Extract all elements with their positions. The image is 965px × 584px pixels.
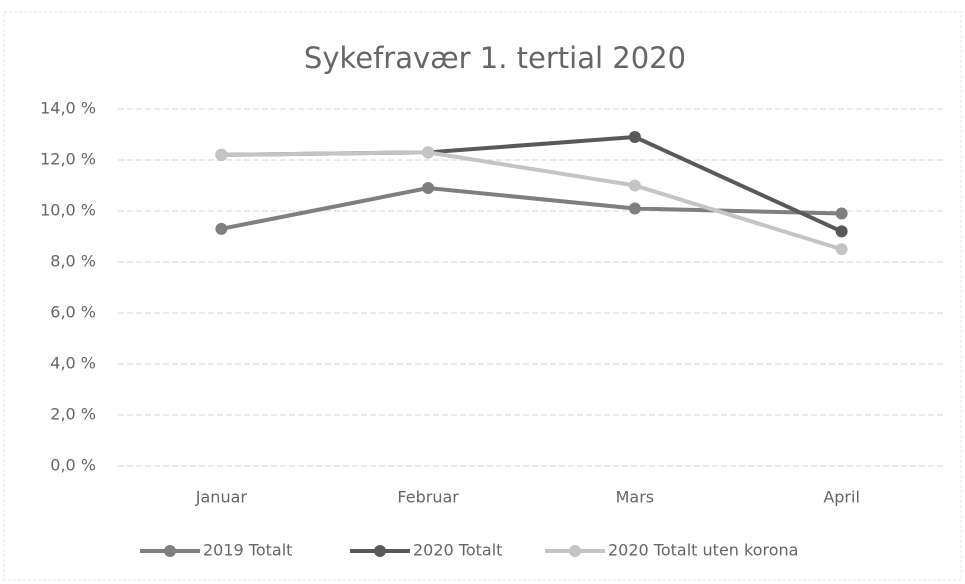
y-tick-label: 0,0 %: [50, 456, 96, 475]
legend-label: 2020 Totalt uten korona: [608, 541, 798, 560]
marker: [835, 225, 848, 238]
marker: [215, 148, 228, 161]
x-tick-label: April: [823, 488, 860, 507]
y-tick-label: 4,0 %: [50, 354, 96, 373]
legend-label: 2020 Totalt: [413, 541, 502, 560]
marker: [215, 222, 228, 235]
marker: [835, 207, 848, 220]
marker: [835, 243, 848, 256]
series-line: [220, 186, 842, 231]
legend-marker: [569, 545, 581, 557]
marker: [422, 182, 435, 195]
y-tick-label: 12,0 %: [40, 150, 96, 169]
legend-marker: [374, 545, 386, 557]
x-tick-label: Januar: [195, 488, 248, 507]
y-tick-label: 10,0 %: [40, 201, 96, 220]
marker: [628, 202, 641, 215]
chart-title: Sykefravær 1. tertial 2020: [304, 41, 686, 75]
marker: [628, 131, 641, 144]
y-tick-label: 8,0 %: [50, 252, 96, 271]
series-line: [221, 135, 843, 234]
y-tick-label: 14,0 %: [40, 99, 96, 118]
x-tick-label: Mars: [616, 488, 655, 507]
series-line: [221, 150, 843, 252]
legend-label: 2019 Totalt: [203, 541, 292, 560]
legend-marker: [164, 545, 176, 557]
marker: [422, 146, 435, 159]
y-tick-label: 2,0 %: [50, 405, 96, 424]
marker: [628, 179, 641, 192]
x-tick-label: Februar: [397, 488, 459, 507]
chart-border: [3, 11, 962, 581]
y-tick-label: 6,0 %: [50, 303, 96, 322]
